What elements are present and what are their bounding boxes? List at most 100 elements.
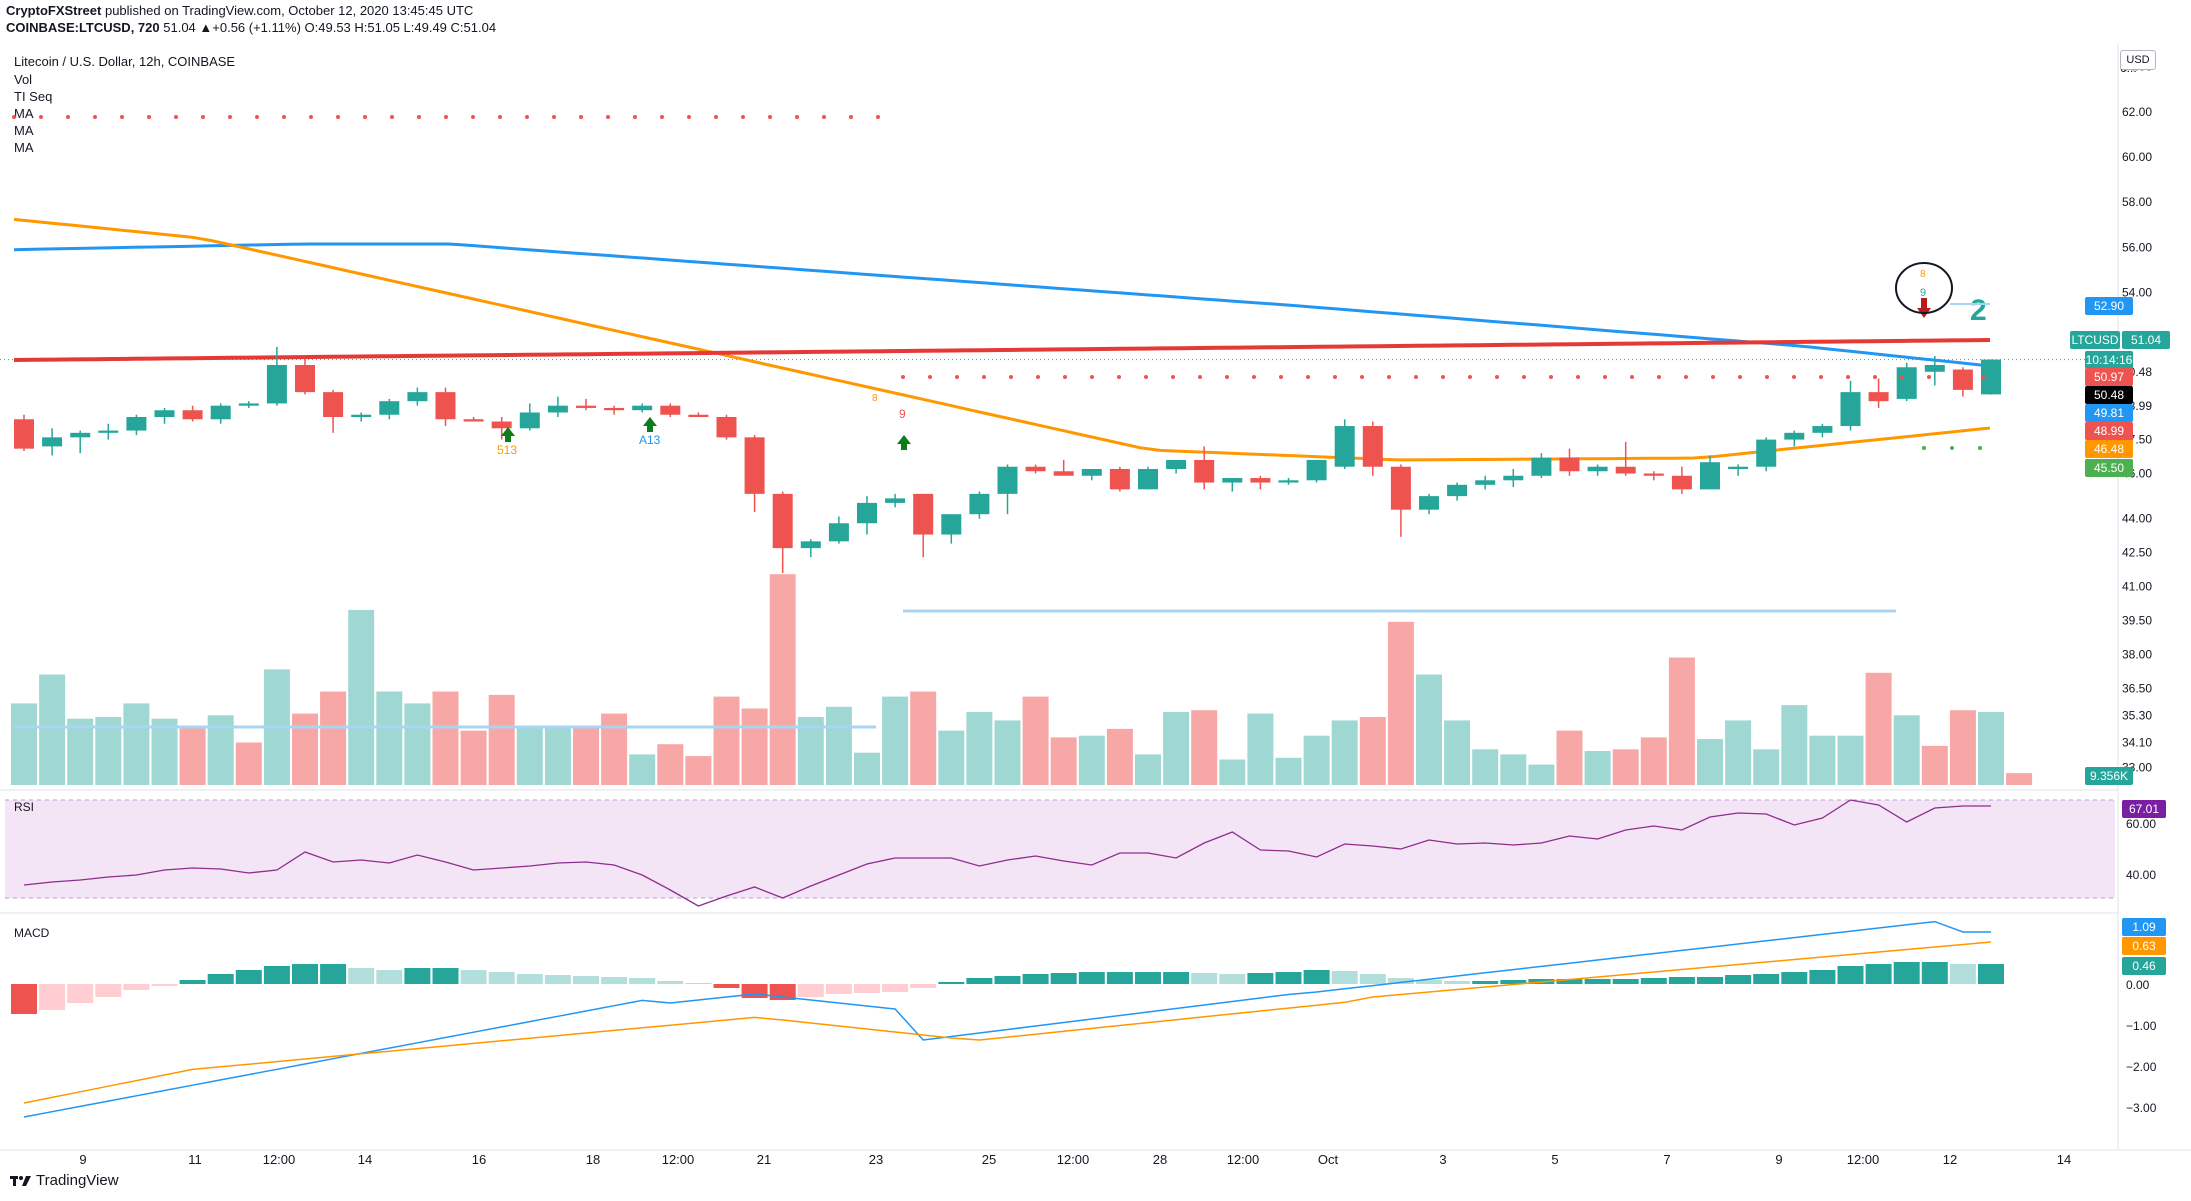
candle-body: [323, 392, 344, 417]
volume-bar: [1472, 749, 1499, 785]
seq-dot-red: [336, 115, 340, 119]
macd-histogram-bar: [1444, 981, 1471, 984]
volume-bar: [1809, 735, 1836, 785]
seq-dot-red: [928, 375, 932, 379]
volume-bar: [1612, 749, 1639, 785]
volume-bar: [404, 703, 431, 785]
macd-histogram-bar: [938, 982, 965, 984]
macd-histogram-bar: [601, 977, 628, 984]
volume-bar: [544, 727, 571, 785]
candle-body: [126, 417, 147, 431]
seq-dot-red: [12, 115, 16, 119]
candle-body: [800, 541, 821, 549]
candle-body: [1390, 466, 1411, 510]
price-tick-label: 42.50: [2122, 546, 2152, 560]
candle-body: [1222, 478, 1243, 483]
volume-bar: [629, 754, 656, 785]
volume-bar: [11, 703, 37, 785]
time-axis-label: 28: [1153, 1152, 1167, 1167]
volume-bar: [882, 696, 909, 785]
seq-dot-red: [1144, 375, 1148, 379]
seq-dot-red: [1171, 375, 1175, 379]
currency-button[interactable]: USD: [2120, 50, 2156, 70]
legend-vol[interactable]: Vol: [14, 72, 33, 87]
macd-histogram-bar: [1050, 973, 1077, 984]
macd-histogram-bar: [629, 978, 656, 984]
volume-bar: [488, 694, 515, 785]
macd-histogram-bar: [1697, 977, 1723, 984]
macd-histogram-bar: [1556, 979, 1583, 984]
candle-body: [857, 502, 877, 524]
seq-dot-red: [1441, 375, 1445, 379]
seq-dot-red: [444, 115, 448, 119]
seq-dot-red: [1981, 375, 1985, 379]
candle-body: [1250, 478, 1271, 483]
seq-label-a13: A13: [639, 433, 661, 447]
seq-dot-red: [1117, 375, 1121, 379]
volume-bar: [1893, 715, 1920, 785]
seq-dot-red: [1657, 375, 1661, 379]
candle-body: [744, 437, 765, 494]
macd-histogram-bar: [1078, 972, 1105, 984]
candle-body: [1924, 365, 1945, 372]
candle-body: [576, 405, 596, 408]
candle-body: [604, 407, 625, 411]
macd-histogram-bar: [1275, 972, 1302, 984]
legend-ti-seq[interactable]: TI Seq: [14, 89, 53, 104]
seq-label-9-circled: 9: [1920, 287, 1926, 299]
candle-body: [660, 405, 681, 415]
candle-body: [407, 392, 428, 402]
macd-pane-label: MACD: [14, 926, 50, 940]
candle-body: [238, 403, 259, 406]
macd-histogram-bar: [713, 984, 740, 988]
candle-body: [1784, 432, 1805, 440]
seq-dot-red: [93, 115, 97, 119]
seq-dot-red: [1792, 375, 1796, 379]
seq-dot-red: [417, 115, 421, 119]
candle-body: [997, 466, 1018, 494]
seq-dot-red: [66, 115, 70, 119]
seq-dot-red: [1279, 375, 1283, 379]
price-badge: 51.04: [2122, 331, 2170, 349]
legend-ma-1[interactable]: MA: [14, 106, 34, 121]
price-tick-label: 54.00: [2122, 286, 2152, 300]
volume-bar: [825, 706, 852, 785]
time-axis-label: 3: [1439, 1152, 1446, 1167]
candle-body: [1840, 392, 1861, 427]
legend-ma-3[interactable]: MA: [14, 140, 34, 155]
candle-body: [1643, 473, 1664, 476]
seq-dot-red: [633, 115, 637, 119]
candle-body: [632, 405, 653, 411]
macd-histogram-bar: [432, 968, 459, 984]
candle-body: [435, 392, 456, 420]
seq-dot-red: [1819, 375, 1823, 379]
price-badge: 50.48: [2085, 386, 2133, 404]
macd-histogram-bar: [1416, 980, 1442, 984]
candle-body: [14, 419, 34, 449]
seq-dot-red: [1333, 375, 1337, 379]
seq-dot-red: [1387, 375, 1391, 379]
candle-body: [463, 419, 484, 422]
macd-histogram-bar: [348, 968, 375, 984]
seq-dot-red: [606, 115, 610, 119]
volume-bar: [235, 742, 262, 785]
volume-bar: [1387, 621, 1414, 785]
volume-bar: [460, 730, 487, 785]
macd-histogram-bar: [544, 975, 571, 984]
legend-ma-2[interactable]: MA: [14, 123, 34, 138]
seq-dot-red: [1306, 375, 1310, 379]
seq-dot-red: [1846, 375, 1850, 379]
seq-dot-red: [687, 115, 691, 119]
time-axis-label: 25: [982, 1152, 996, 1167]
seq-dot-red: [1603, 375, 1607, 379]
rsi-pane-label: RSI: [14, 800, 34, 814]
volume-bar: [938, 730, 965, 785]
macd-histogram-bar: [1612, 979, 1639, 984]
candle-body: [1587, 466, 1608, 472]
time-axis-label: 12:00: [1057, 1152, 1090, 1167]
volume-bar: [320, 691, 347, 785]
seq-dot-red: [1927, 375, 1931, 379]
rsi-band: [5, 800, 2115, 898]
volume-bar: [1781, 705, 1808, 785]
